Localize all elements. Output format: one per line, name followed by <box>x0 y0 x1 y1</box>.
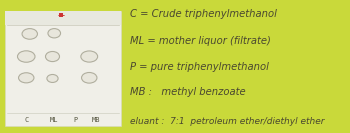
Ellipse shape <box>46 51 60 62</box>
Ellipse shape <box>47 74 58 82</box>
Ellipse shape <box>22 29 37 39</box>
Text: ML: ML <box>50 117 58 123</box>
Text: P: P <box>73 117 77 123</box>
Ellipse shape <box>82 72 97 83</box>
Text: eluant :  7:1  petroleum ether/diethyl ether: eluant : 7:1 petroleum ether/diethyl eth… <box>130 117 324 126</box>
FancyBboxPatch shape <box>5 11 121 126</box>
Text: ML = mother liquor (filtrate): ML = mother liquor (filtrate) <box>130 36 270 46</box>
Ellipse shape <box>18 51 35 62</box>
Ellipse shape <box>48 29 61 38</box>
Text: C: C <box>24 117 28 123</box>
Ellipse shape <box>19 73 34 83</box>
Text: —: — <box>58 13 65 18</box>
Text: MB :   methyl benzoate: MB : methyl benzoate <box>130 87 245 97</box>
Text: C = Crude triphenylmethanol: C = Crude triphenylmethanol <box>130 9 276 19</box>
Text: MB: MB <box>92 117 100 123</box>
FancyBboxPatch shape <box>5 11 121 24</box>
Ellipse shape <box>81 51 98 62</box>
Text: P = pure triphenylmethanol: P = pure triphenylmethanol <box>130 62 268 72</box>
